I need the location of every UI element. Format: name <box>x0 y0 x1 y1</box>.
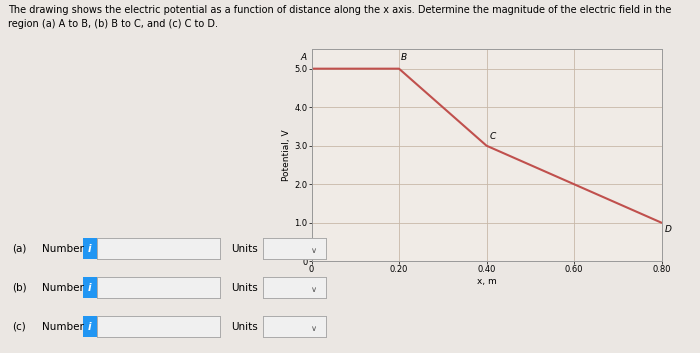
Text: (c): (c) <box>13 322 27 331</box>
Text: C: C <box>490 132 496 141</box>
Text: ∨: ∨ <box>311 246 317 255</box>
Text: Number: Number <box>42 322 84 331</box>
Text: Units: Units <box>231 244 258 254</box>
Text: (b): (b) <box>13 283 27 293</box>
Text: i: i <box>88 322 91 331</box>
Text: ∨: ∨ <box>311 285 317 294</box>
Text: i: i <box>88 283 91 293</box>
X-axis label: x, m: x, m <box>477 277 496 286</box>
Text: (a): (a) <box>13 244 27 254</box>
Text: B: B <box>401 53 407 62</box>
Text: D: D <box>665 225 672 234</box>
Text: Number: Number <box>42 283 84 293</box>
Text: A: A <box>300 53 307 62</box>
Y-axis label: Potential, V: Potential, V <box>282 130 291 181</box>
Text: i: i <box>88 244 91 254</box>
Text: The drawing shows the electric potential as a function of distance along the x a: The drawing shows the electric potential… <box>8 5 672 15</box>
Text: Number: Number <box>42 244 84 254</box>
Text: region (a) A to B, (b) B to C, and (c) C to D.: region (a) A to B, (b) B to C, and (c) C… <box>8 19 218 29</box>
Text: Units: Units <box>231 322 258 331</box>
Text: ∨: ∨ <box>311 324 317 333</box>
Text: Units: Units <box>231 283 258 293</box>
